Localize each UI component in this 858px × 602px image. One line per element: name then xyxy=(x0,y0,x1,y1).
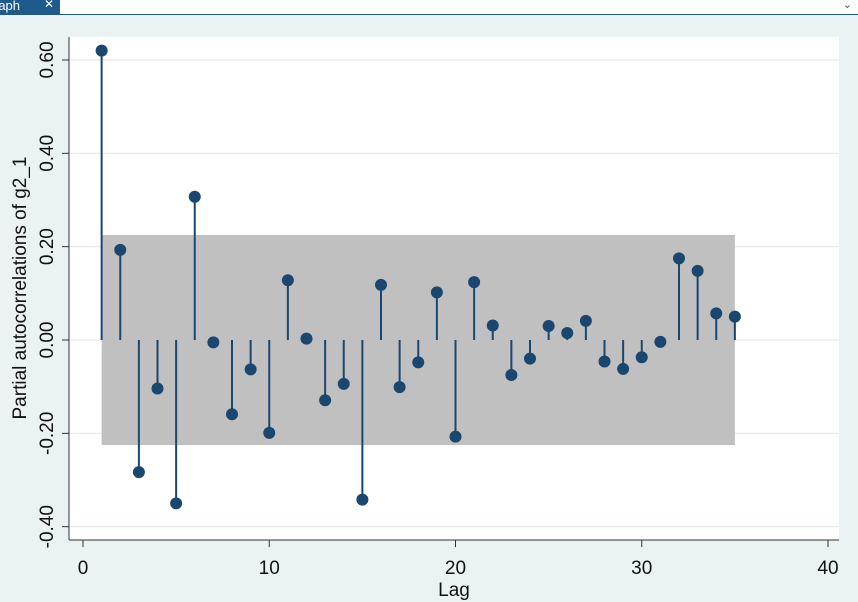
y-tick-label: 0.20 xyxy=(37,228,58,265)
x-tick-label: 20 xyxy=(445,558,466,579)
data-point xyxy=(524,352,536,365)
data-point xyxy=(393,381,406,394)
x-tick-label: 30 xyxy=(631,558,652,579)
data-point xyxy=(654,335,667,348)
y-tick-label: 0.60 xyxy=(37,41,58,78)
data-point xyxy=(412,356,425,369)
data-point xyxy=(710,307,723,320)
y-tick-label: -0.20 xyxy=(37,412,58,455)
y-axis-title: Partial autocorrelations of g2_1 xyxy=(10,157,31,420)
data-point xyxy=(635,351,648,364)
tab-bar: raph ✕ ⌄ xyxy=(0,0,858,15)
data-point xyxy=(207,336,220,349)
y-tick-label: 0.40 xyxy=(37,135,58,172)
data-point xyxy=(486,319,499,332)
data-point xyxy=(300,332,313,345)
y-tick-label: -0.40 xyxy=(37,505,58,548)
data-point xyxy=(375,278,387,291)
points xyxy=(95,44,741,510)
data-point xyxy=(617,362,630,375)
data-point xyxy=(170,497,183,510)
data-point xyxy=(673,252,685,265)
data-point xyxy=(468,276,481,289)
x-tick-label: 0 xyxy=(78,558,89,579)
graph-tab[interactable]: raph ✕ xyxy=(0,0,60,14)
data-point xyxy=(579,314,592,327)
close-icon[interactable]: ✕ xyxy=(44,0,55,11)
tab-label: raph xyxy=(0,0,21,13)
data-point xyxy=(430,286,443,299)
data-point xyxy=(691,264,704,277)
data-point xyxy=(356,493,369,506)
data-point xyxy=(114,243,127,256)
data-point xyxy=(449,430,462,443)
data-point xyxy=(281,274,294,287)
data-point xyxy=(561,326,574,339)
data-point xyxy=(188,190,201,203)
data-point xyxy=(505,369,518,382)
data-point xyxy=(598,355,611,368)
data-point xyxy=(319,394,332,407)
y-ticks: -0.40 -0.20 0.00 0.20 0.40 0.60 xyxy=(37,41,69,548)
y-tick-label: 0.00 xyxy=(37,322,58,359)
data-point xyxy=(226,408,238,421)
x-tick-label: 40 xyxy=(817,558,838,579)
data-point xyxy=(244,363,257,376)
data-point xyxy=(337,377,350,390)
data-point xyxy=(542,319,555,332)
data-point xyxy=(263,426,276,439)
x-tick-label: 10 xyxy=(259,558,280,579)
x-axis-title: Lag xyxy=(438,580,470,601)
data-point xyxy=(95,44,108,57)
chevron-down-icon[interactable]: ⌄ xyxy=(842,0,852,11)
data-point xyxy=(132,466,145,479)
data-point xyxy=(151,382,164,395)
data-point xyxy=(728,310,741,323)
x-ticks: 0 10 20 30 40 xyxy=(78,540,839,579)
